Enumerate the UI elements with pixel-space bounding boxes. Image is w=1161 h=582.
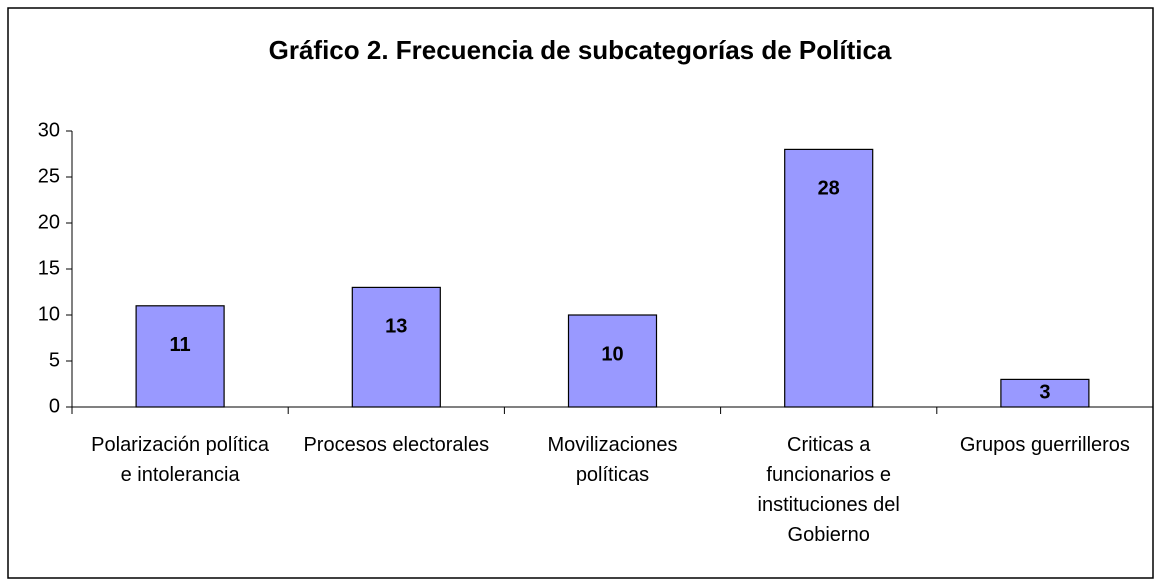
bar	[1000, 378, 1090, 408]
x-tick-label: Movilizaciones políticas	[547, 434, 678, 486]
x-tick-label: Procesos electorales	[303, 434, 490, 456]
data-label: 11	[170, 334, 191, 356]
bar	[351, 286, 441, 408]
data-label: 28	[818, 178, 840, 200]
x-tick-label: Polarización política e intolerancia	[91, 434, 270, 486]
y-tick-label: 20	[38, 211, 60, 233]
data-label: 3	[1039, 381, 1050, 403]
y-tick-label: 0	[49, 395, 60, 417]
x-tick-label: Grupos guerrilleros	[959, 434, 1130, 456]
y-tick-label: 10	[38, 303, 60, 325]
bar	[784, 148, 874, 408]
y-tick-label: 25	[38, 165, 60, 187]
data-label: 13	[385, 316, 407, 338]
chart-title: Gráfico 2. Frecuencia de subcategorías d…	[269, 35, 892, 65]
x-tick-label: Criticas a funcionarios e instituciones …	[757, 434, 900, 546]
chart-frame	[7, 7, 1154, 579]
y-tick-label: 5	[49, 349, 60, 371]
data-label: 10	[601, 343, 623, 365]
y-tick-label: 30	[38, 119, 60, 141]
bar	[567, 314, 658, 408]
y-tick-label: 15	[38, 257, 60, 279]
bar	[135, 305, 225, 408]
